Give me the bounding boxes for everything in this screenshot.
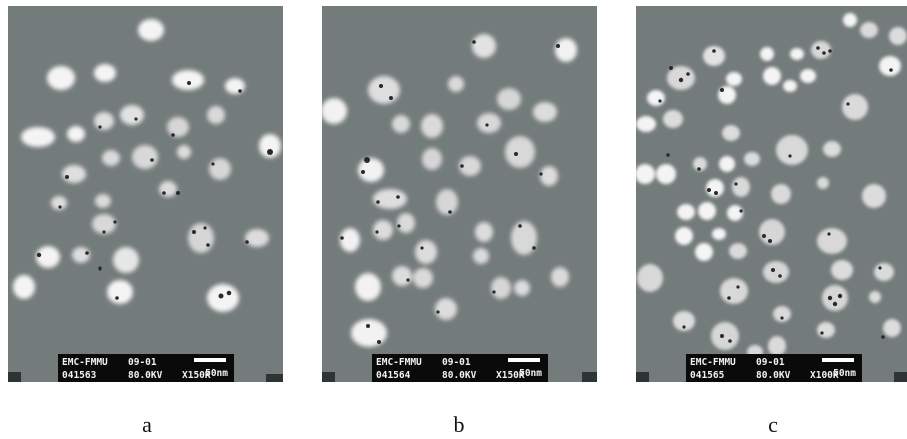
panel-label-b: b bbox=[453, 412, 465, 437]
date: 09-01 bbox=[756, 357, 785, 368]
micrograph-image-b bbox=[322, 6, 597, 382]
info-bar-c: EMC-FMMU 09-01 041565 80.0KV X100K 50nm bbox=[686, 354, 862, 382]
voltage: 80.0KV bbox=[756, 370, 791, 381]
scale-bar bbox=[194, 358, 226, 362]
magnification: X150K bbox=[182, 370, 211, 381]
scale-label: 50nm bbox=[519, 368, 542, 379]
panel-label-a: a bbox=[142, 412, 152, 437]
micrograph-panel-a: EMC-FMMU 09-01 041563 80.0KV X150K 50nm bbox=[8, 6, 283, 382]
lab-code: EMC-FMMU bbox=[62, 357, 108, 368]
panel-label-c: c bbox=[768, 412, 778, 437]
magnification: X150K bbox=[496, 370, 525, 381]
image-number: 041563 bbox=[62, 370, 97, 381]
date: 09-01 bbox=[442, 357, 471, 368]
image-number: 041564 bbox=[376, 370, 411, 381]
scale-bar bbox=[508, 358, 540, 362]
image-number: 041565 bbox=[690, 370, 725, 381]
scale-label: 50nm bbox=[833, 368, 856, 379]
voltage: 80.0KV bbox=[442, 370, 477, 381]
lab-code: EMC-FMMU bbox=[690, 357, 736, 368]
micrograph-panel-c: EMC-FMMU 09-01 041565 80.0KV X100K 50nm bbox=[636, 6, 907, 382]
micrograph-image-c bbox=[636, 6, 907, 382]
scale-label: 50nm bbox=[205, 368, 228, 379]
scale-bar bbox=[822, 358, 854, 362]
info-bar-b: EMC-FMMU 09-01 041564 80.0KV X150K 50nm bbox=[372, 354, 548, 382]
date: 09-01 bbox=[128, 357, 157, 368]
magnification: X100K bbox=[810, 370, 839, 381]
lab-code: EMC-FMMU bbox=[376, 357, 422, 368]
info-bar-a: EMC-FMMU 09-01 041563 80.0KV X150K 50nm bbox=[58, 354, 234, 382]
micrograph-image-a bbox=[8, 6, 283, 382]
voltage: 80.0KV bbox=[128, 370, 163, 381]
micrograph-panel-b: EMC-FMMU 09-01 041564 80.0KV X150K 50nm bbox=[322, 6, 597, 382]
